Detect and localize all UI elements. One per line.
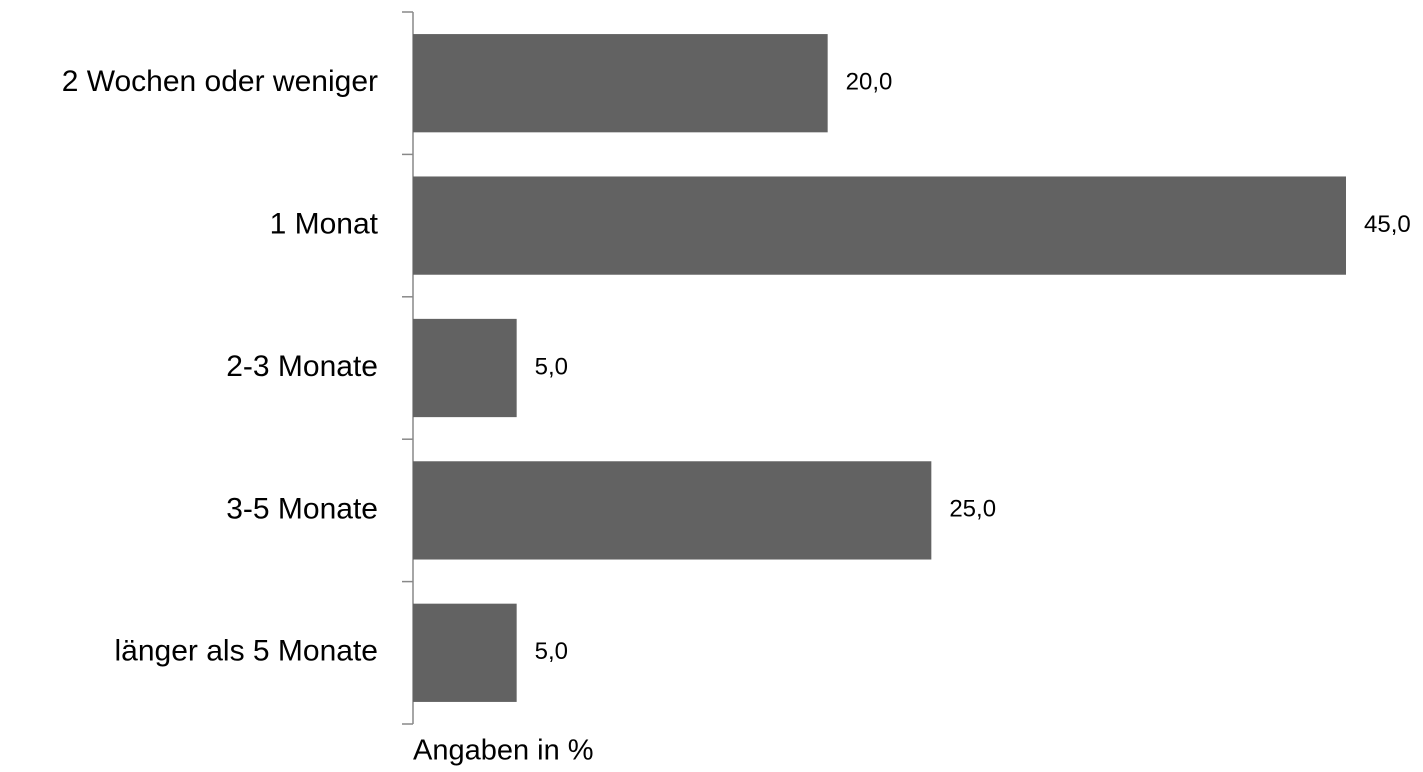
- category-label: 3-5 Monate: [226, 492, 378, 525]
- value-label: 25,0: [949, 496, 996, 523]
- value-label: 5,0: [535, 638, 568, 665]
- axis-title: Angaben in %: [413, 735, 594, 767]
- value-label: 20,0: [846, 69, 893, 96]
- bar: [413, 318, 517, 418]
- category-label: 1 Monat: [270, 208, 379, 241]
- category-label: 2 Wochen oder weniger: [62, 65, 378, 98]
- value-label: 45,0: [1364, 211, 1411, 238]
- bar: [413, 34, 828, 133]
- bar: [413, 461, 932, 560]
- bar: [413, 603, 517, 702]
- bar: [413, 176, 1346, 275]
- category-label: 2-3 Monate: [226, 350, 378, 383]
- value-label: 5,0: [535, 353, 568, 380]
- category-label: länger als 5 Monate: [115, 635, 379, 668]
